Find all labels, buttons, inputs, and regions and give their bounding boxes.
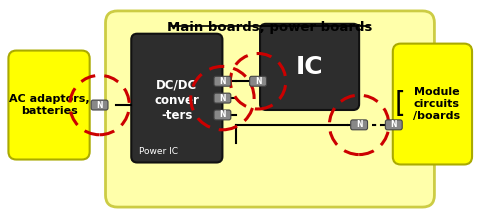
FancyBboxPatch shape <box>385 120 402 130</box>
Text: IC: IC <box>296 55 324 79</box>
Text: N: N <box>219 111 226 119</box>
FancyBboxPatch shape <box>91 100 108 110</box>
FancyBboxPatch shape <box>250 76 267 86</box>
Text: AC adaptors,
batteries: AC adaptors, batteries <box>9 94 89 116</box>
FancyBboxPatch shape <box>106 11 435 207</box>
Text: Module
circuits
/boards: Module circuits /boards <box>413 87 460 121</box>
FancyBboxPatch shape <box>131 34 222 162</box>
FancyBboxPatch shape <box>393 44 472 164</box>
Text: N: N <box>219 77 226 86</box>
Text: N: N <box>97 100 103 109</box>
FancyBboxPatch shape <box>214 110 231 120</box>
Text: Power IC: Power IC <box>139 146 177 156</box>
Text: DC/DC
conver
-ters: DC/DC conver -ters <box>154 78 199 122</box>
FancyBboxPatch shape <box>9 51 90 160</box>
Text: N: N <box>255 77 261 86</box>
FancyBboxPatch shape <box>214 76 231 86</box>
FancyBboxPatch shape <box>214 93 231 103</box>
Text: N: N <box>356 120 362 129</box>
Text: N: N <box>219 94 226 103</box>
FancyBboxPatch shape <box>260 24 359 110</box>
Text: N: N <box>391 120 397 129</box>
FancyBboxPatch shape <box>351 120 368 130</box>
Text: [: [ <box>394 90 405 118</box>
Text: Main boards, power boards: Main boards, power boards <box>167 21 373 34</box>
